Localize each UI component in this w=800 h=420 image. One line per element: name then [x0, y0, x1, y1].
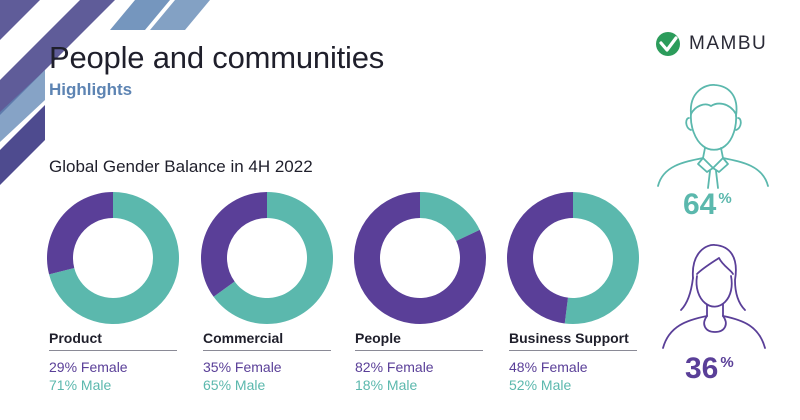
chart-title: Global Gender Balance in 4H 2022	[49, 157, 313, 176]
page-subtitle: Highlights	[49, 80, 133, 99]
donut-slice-male-3	[564, 192, 639, 324]
female-value: 29% Female	[49, 359, 128, 375]
male-percent-value: 64	[683, 188, 717, 221]
donut-legend-0: Product 29% Female 71% Male	[49, 330, 177, 393]
male-value: 18% Male	[355, 377, 418, 393]
female-value: 35% Female	[203, 359, 282, 375]
female-value: 48% Female	[509, 359, 588, 375]
donut-legend-2: People 82% Female 18% Male	[355, 330, 483, 393]
mambu-logo: MAMBU	[655, 31, 767, 57]
female-percent-unit: %	[720, 354, 734, 371]
category-label: People	[355, 330, 483, 351]
overall-female-percent: 36%	[685, 352, 734, 386]
donut-slice-female-2	[353, 192, 487, 324]
male-percent-unit: %	[718, 190, 732, 207]
female-percent-value: 36	[685, 352, 719, 385]
page-title: People and communities	[49, 40, 385, 75]
logo-text: MAMBU	[689, 33, 768, 54]
donut-slice-male-1	[213, 192, 333, 325]
category-label: Commercial	[203, 330, 331, 351]
female-value: 82% Female	[355, 359, 434, 375]
donut-slice-female-1	[200, 192, 267, 297]
category-label: Business Support	[509, 330, 637, 351]
female-figure-icon	[662, 244, 766, 349]
male-value: 71% Male	[49, 377, 112, 393]
donut-slice-female-3	[506, 192, 573, 324]
male-value: 52% Male	[509, 377, 572, 393]
male-figure-icon	[657, 84, 769, 189]
overall-male-percent: 64%	[683, 188, 732, 222]
donut-legend-1: Commercial 35% Female 65% Male	[203, 330, 331, 393]
donut-slice-male-2	[420, 192, 480, 241]
mambu-logo-icon	[656, 32, 680, 56]
donut-legend-3: Business Support 48% Female 52% Male	[509, 330, 637, 393]
donut-slice-female-0	[47, 192, 113, 275]
donut-slice-male-0	[49, 192, 179, 324]
male-value: 65% Male	[203, 377, 266, 393]
category-label: Product	[49, 330, 177, 351]
